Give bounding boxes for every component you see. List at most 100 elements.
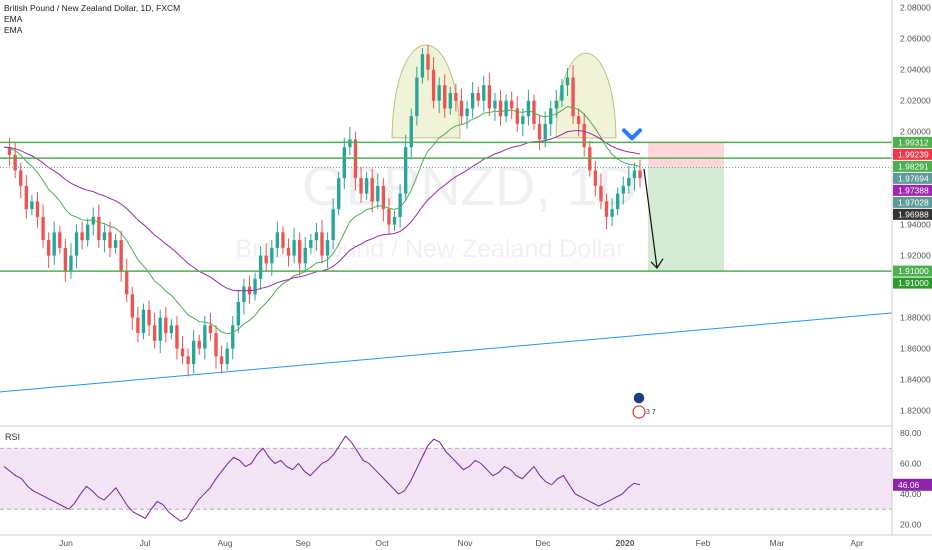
candle bbox=[638, 170, 642, 179]
candle bbox=[197, 340, 201, 349]
candle bbox=[214, 333, 218, 357]
candle bbox=[186, 356, 190, 365]
candle bbox=[571, 77, 575, 117]
candle bbox=[404, 147, 408, 194]
price-tick-label: 1.88000 bbox=[900, 313, 931, 323]
time-axis: Jun Jul Aug Sep Oct Nov Dec 2020 Feb Mar Apr bbox=[59, 538, 864, 548]
candle bbox=[192, 340, 196, 365]
candle bbox=[381, 185, 386, 210]
rsi-tick-label: 60.00 bbox=[900, 458, 922, 468]
candle bbox=[576, 116, 581, 124]
time-tick-label: Nov bbox=[457, 538, 473, 548]
candle bbox=[281, 232, 285, 248]
flag-nz-icon[interactable] bbox=[632, 405, 646, 419]
ema-legend-2: EMA bbox=[4, 25, 23, 35]
candle bbox=[364, 178, 369, 194]
candle bbox=[565, 77, 570, 86]
candle bbox=[348, 139, 352, 148]
candle bbox=[97, 216, 101, 241]
price-tag-label: 1.98291 bbox=[898, 161, 929, 171]
event-count: 3 7 bbox=[646, 409, 656, 416]
candle bbox=[325, 240, 330, 256]
candle bbox=[515, 108, 519, 124]
rsi-tick-label: 80.00 bbox=[900, 428, 922, 438]
candle bbox=[298, 240, 302, 264]
flag-uk-icon[interactable] bbox=[632, 391, 646, 405]
time-tick-label: Dec bbox=[535, 538, 551, 548]
candle bbox=[35, 201, 40, 217]
candle bbox=[58, 232, 62, 248]
candle bbox=[459, 100, 464, 117]
candle bbox=[470, 92, 475, 109]
candle bbox=[604, 201, 609, 217]
candle bbox=[342, 147, 346, 179]
candle bbox=[616, 193, 620, 210]
candle bbox=[376, 185, 380, 202]
candle bbox=[236, 302, 240, 326]
candle bbox=[175, 325, 179, 349]
candle bbox=[426, 54, 430, 70]
candle bbox=[621, 185, 625, 194]
candle bbox=[498, 100, 503, 117]
candle bbox=[314, 232, 319, 241]
candle bbox=[46, 240, 51, 256]
candle bbox=[292, 240, 296, 256]
candle bbox=[275, 232, 280, 248]
candle bbox=[253, 278, 257, 295]
price-axis: 2.08000 2.06000 2.04000 2.02000 2.00000 1.940… bbox=[900, 3, 931, 416]
candle bbox=[286, 247, 291, 256]
candle bbox=[125, 271, 129, 295]
price-tick-label: 2.06000 bbox=[900, 34, 931, 44]
candle bbox=[141, 309, 146, 334]
candle bbox=[169, 325, 174, 334]
projection-arrow-line[interactable] bbox=[643, 168, 658, 269]
rsi-value-tag bbox=[893, 478, 932, 491]
candle bbox=[370, 178, 374, 202]
candle bbox=[331, 209, 335, 241]
ema-fast-line bbox=[3, 105, 641, 335]
candle bbox=[24, 185, 28, 210]
rsi-line bbox=[3, 435, 641, 522]
candle bbox=[208, 325, 213, 334]
trendline[interactable] bbox=[0, 312, 893, 393]
candle bbox=[225, 348, 229, 365]
watermark-ticker: GBPNZD, 1D bbox=[302, 154, 638, 217]
time-tick-label: Oct bbox=[375, 538, 389, 548]
price-tick-label: 1.86000 bbox=[900, 344, 931, 354]
price-tag-label: 1.99239 bbox=[898, 149, 929, 159]
candle bbox=[510, 100, 514, 109]
ema-legend-1: EMA bbox=[4, 14, 23, 24]
candle bbox=[521, 116, 525, 124]
candle bbox=[443, 85, 447, 109]
time-tick-label: Feb bbox=[696, 538, 711, 548]
price-tag-label: 1.97028 bbox=[898, 197, 929, 207]
time-tick-label: Apr bbox=[850, 538, 863, 548]
price-tag-label: 1.91000 bbox=[898, 278, 929, 288]
candle bbox=[448, 92, 452, 109]
rsi-label: RSI bbox=[5, 432, 20, 442]
price-tick-label: 2.00000 bbox=[900, 127, 931, 137]
event-badge[interactable]: 3 7 bbox=[632, 391, 656, 419]
pattern-shoulder-arc bbox=[555, 52, 617, 139]
price-tag bbox=[893, 208, 932, 220]
price-tag-label: 1.91000 bbox=[898, 266, 929, 276]
price-tag bbox=[893, 136, 932, 148]
candle bbox=[264, 255, 268, 264]
price-tick-label: 1.82000 bbox=[900, 406, 931, 416]
candle bbox=[476, 92, 480, 101]
candle bbox=[231, 325, 235, 349]
candle bbox=[554, 100, 558, 109]
candle bbox=[63, 247, 68, 272]
candle bbox=[543, 123, 547, 140]
candle bbox=[487, 85, 492, 109]
candle bbox=[392, 216, 397, 225]
candle bbox=[437, 85, 441, 101]
pattern-head-arc bbox=[391, 44, 461, 139]
candle bbox=[113, 240, 118, 248]
candle bbox=[136, 317, 140, 334]
candle bbox=[309, 240, 313, 248]
candle bbox=[593, 170, 598, 186]
candle bbox=[80, 232, 84, 241]
price-tag bbox=[893, 196, 932, 208]
